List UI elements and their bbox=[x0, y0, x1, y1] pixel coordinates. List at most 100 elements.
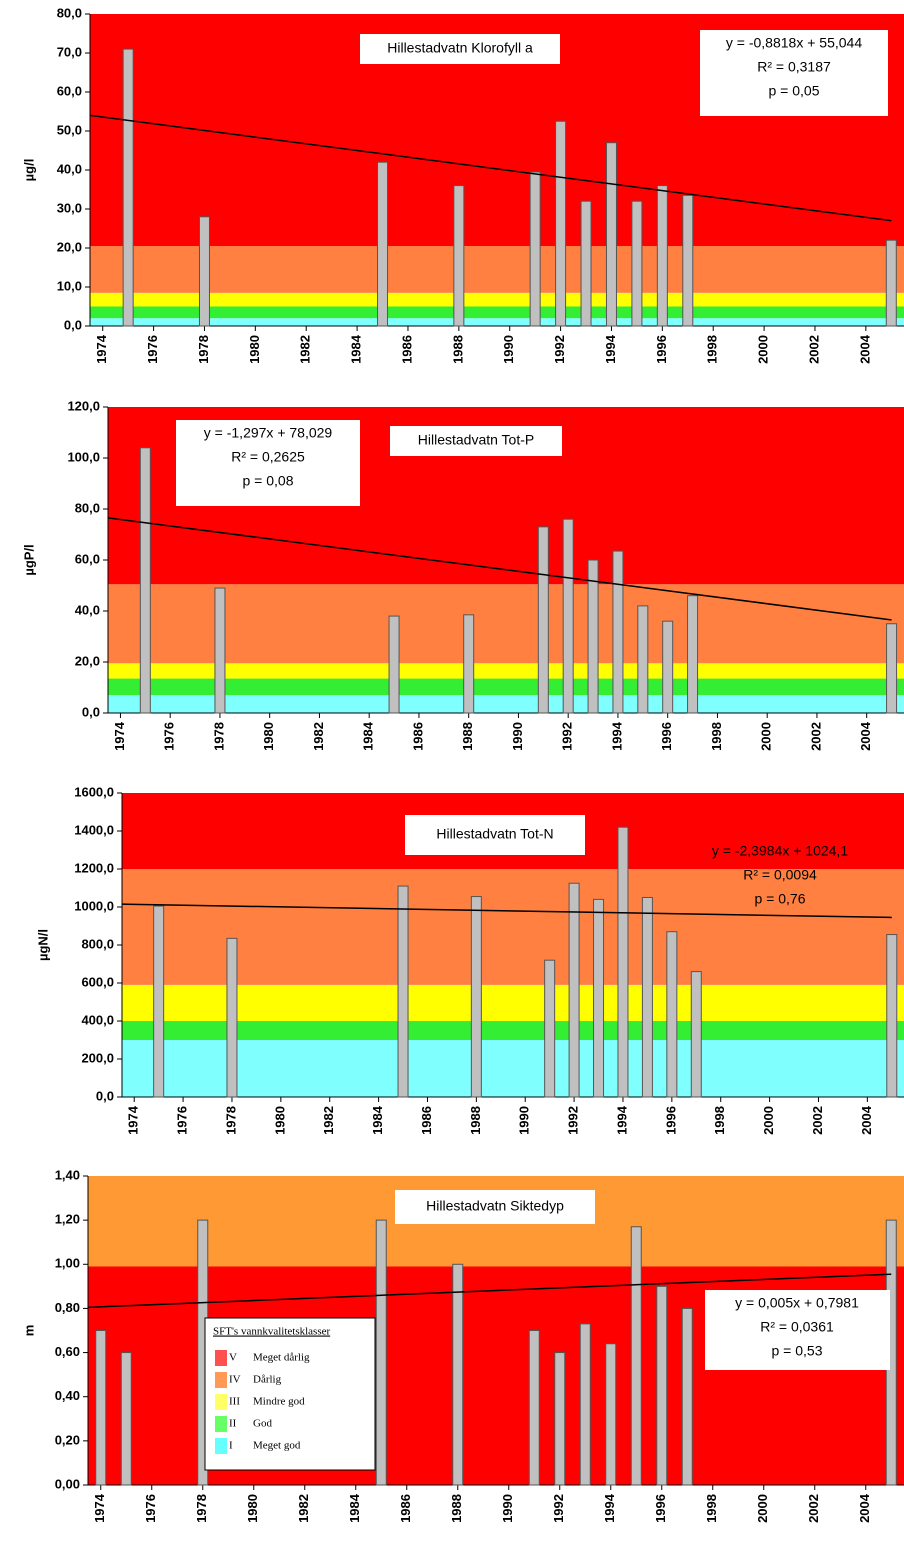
x-tick-label: 1994 bbox=[602, 1493, 617, 1523]
legend-class: IV bbox=[229, 1374, 241, 1386]
x-tick-label: 1992 bbox=[566, 1106, 581, 1135]
x-tick-label: 1990 bbox=[501, 335, 516, 364]
bar bbox=[95, 1330, 107, 1486]
bar bbox=[682, 194, 694, 327]
bar bbox=[397, 885, 409, 1098]
legend-title: SFT's vannkvalitetsklasser bbox=[213, 1326, 331, 1338]
x-tick-label: 1976 bbox=[145, 335, 160, 364]
trend-line bbox=[121, 903, 892, 919]
y-tick-label: 60,0 bbox=[75, 551, 100, 566]
x-tick-label: 2000 bbox=[761, 1106, 776, 1135]
bar bbox=[470, 896, 482, 1098]
y-tick-label: 0,00 bbox=[55, 1476, 80, 1491]
class-band bbox=[108, 584, 904, 664]
x-tick-label: 1988 bbox=[450, 335, 465, 364]
legend-class: I bbox=[229, 1440, 233, 1452]
y-tick-label: 1,40 bbox=[55, 1167, 80, 1182]
legend-swatch bbox=[215, 1372, 227, 1388]
x-tick-label: 1978 bbox=[194, 1494, 209, 1523]
x-tick-label: 1996 bbox=[653, 1494, 668, 1523]
x-tick-label: 1974 bbox=[112, 721, 127, 751]
y-tick-label: 120,0 bbox=[67, 398, 100, 413]
class-band bbox=[90, 318, 904, 326]
x-tick-label: 1978 bbox=[223, 1106, 238, 1135]
bar bbox=[528, 1330, 540, 1486]
annotation: R² = 0,3187 bbox=[757, 59, 831, 75]
legend-swatch bbox=[215, 1394, 227, 1410]
x-tick-label: 1996 bbox=[659, 722, 674, 751]
x-tick-label: 1994 bbox=[614, 1105, 629, 1135]
equation-box bbox=[705, 1290, 890, 1370]
bar bbox=[605, 1343, 617, 1486]
legend-swatch bbox=[215, 1350, 227, 1366]
class-band bbox=[122, 869, 904, 985]
y-tick-label: 600,0 bbox=[81, 974, 114, 989]
x-tick-label: 1986 bbox=[398, 1494, 413, 1523]
x-tick-label: 1992 bbox=[552, 335, 567, 364]
legend-label: Meget dårlig bbox=[253, 1352, 310, 1364]
y-tick-label: 0,40 bbox=[55, 1388, 80, 1403]
bar bbox=[630, 1226, 642, 1486]
x-tick-label: 2002 bbox=[806, 1494, 821, 1523]
x-tick-label: 1990 bbox=[500, 1494, 515, 1523]
y-tick-label: 0,60 bbox=[55, 1344, 80, 1359]
bar bbox=[579, 1323, 591, 1486]
annotation: p = 0,76 bbox=[755, 891, 806, 907]
bar bbox=[529, 171, 541, 327]
x-tick-label: 1974 bbox=[126, 1105, 141, 1135]
bar bbox=[631, 200, 643, 327]
y-tick-label: 10,0 bbox=[57, 278, 82, 293]
x-tick-label: 1988 bbox=[449, 1494, 464, 1523]
title-box bbox=[395, 1190, 595, 1224]
x-tick-label: 1984 bbox=[349, 334, 364, 364]
bar bbox=[377, 161, 389, 327]
bar bbox=[537, 526, 549, 714]
bar bbox=[662, 620, 674, 714]
x-tick-label: 1984 bbox=[347, 1493, 362, 1523]
x-tick-label: 1978 bbox=[211, 722, 226, 751]
chart-title: Hillestadvatn Tot-N bbox=[436, 826, 553, 842]
annotation: p = 0,08 bbox=[243, 473, 294, 489]
y-tick-label: 800,0 bbox=[81, 936, 114, 951]
x-tick-label: 2002 bbox=[806, 335, 821, 364]
y-tick-label: 70,0 bbox=[57, 44, 82, 59]
x-tick-label: 1986 bbox=[399, 335, 414, 364]
y-axis-label: µgN/l bbox=[35, 929, 50, 961]
legend-swatch bbox=[215, 1438, 227, 1454]
class-band bbox=[108, 695, 904, 713]
annotation: y = -1,297x + 78,029 bbox=[204, 425, 333, 441]
y-tick-label: 40,0 bbox=[75, 602, 100, 617]
y-tick-label: 100,0 bbox=[67, 449, 100, 464]
y-tick-label: 20,0 bbox=[75, 653, 100, 668]
title-box bbox=[360, 34, 560, 64]
x-tick-label: 1982 bbox=[321, 1106, 336, 1135]
x-tick-label: 1984 bbox=[370, 1105, 385, 1135]
legend-label: God bbox=[253, 1418, 272, 1430]
chart-title: Hillestadvatn Tot-P bbox=[418, 432, 534, 448]
x-tick-label: 1986 bbox=[419, 1106, 434, 1135]
x-tick-label: 1998 bbox=[705, 335, 720, 364]
x-tick-label: 1980 bbox=[245, 1494, 260, 1523]
y-tick-label: 1000,0 bbox=[74, 898, 114, 913]
x-tick-label: 1998 bbox=[704, 1494, 719, 1523]
y-tick-label: 20,0 bbox=[57, 239, 82, 254]
bar bbox=[554, 1352, 566, 1486]
legend-label: Mindre god bbox=[253, 1396, 305, 1408]
class-band bbox=[122, 984, 904, 1021]
x-tick-label: 2004 bbox=[858, 721, 873, 751]
y-tick-label: 60,0 bbox=[57, 83, 82, 98]
bar bbox=[139, 447, 151, 714]
annotation: R² = 0,2625 bbox=[231, 449, 305, 465]
title-box bbox=[405, 815, 585, 855]
trend-line bbox=[107, 517, 892, 621]
x-tick-label: 1982 bbox=[311, 722, 326, 751]
legend-class: III bbox=[229, 1396, 240, 1408]
bar bbox=[568, 882, 580, 1098]
x-tick-label: 1994 bbox=[603, 334, 618, 364]
legend-box bbox=[204, 1317, 376, 1471]
y-axis-label: µgP/l bbox=[21, 544, 36, 575]
x-tick-label: 1990 bbox=[517, 1106, 532, 1135]
x-tick-label: 1996 bbox=[663, 1106, 678, 1135]
y-tick-label: 1600,0 bbox=[74, 784, 114, 799]
x-tick-label: 2000 bbox=[759, 722, 774, 751]
